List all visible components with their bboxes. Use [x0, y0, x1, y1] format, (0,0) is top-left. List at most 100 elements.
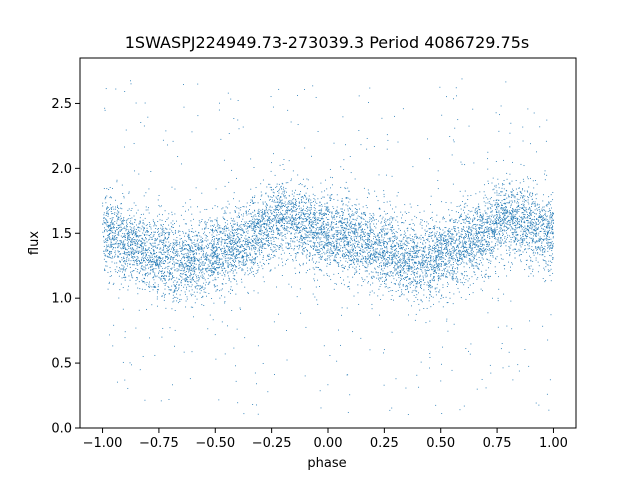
- data-point: [114, 250, 116, 252]
- data-point: [452, 264, 454, 266]
- data-point: [300, 223, 302, 225]
- data-point: [111, 238, 113, 240]
- data-point: [385, 273, 387, 275]
- data-point: [174, 213, 176, 215]
- data-point: [201, 262, 203, 264]
- data-point: [384, 281, 386, 282]
- data-point: [367, 259, 369, 260]
- data-point: [141, 241, 142, 243]
- data-point: [213, 266, 215, 268]
- data-point: [133, 143, 135, 145]
- data-point: [246, 246, 248, 248]
- data-point: [480, 227, 482, 229]
- data-point: [122, 246, 124, 248]
- data-point: [378, 241, 380, 243]
- data-point: [172, 244, 174, 246]
- data-point: [130, 237, 132, 239]
- data-point: [128, 237, 130, 239]
- data-point: [520, 192, 522, 194]
- data-point: [493, 215, 495, 217]
- data-point: [246, 255, 248, 257]
- data-point: [299, 212, 301, 214]
- data-point: [400, 294, 402, 296]
- data-point: [276, 219, 278, 221]
- data-point: [402, 108, 404, 110]
- data-point: [481, 276, 483, 278]
- data-point: [438, 259, 440, 261]
- data-point: [225, 261, 226, 263]
- data-point: [221, 238, 223, 240]
- data-point: [330, 253, 332, 254]
- data-point: [383, 222, 385, 223]
- data-point: [284, 206, 285, 207]
- data-point: [245, 211, 247, 213]
- data-point: [122, 287, 124, 289]
- data-point: [247, 274, 249, 276]
- data-point: [313, 242, 315, 244]
- data-point: [393, 244, 395, 246]
- data-point: [119, 231, 121, 232]
- data-point: [213, 240, 215, 242]
- data-point: [180, 262, 182, 263]
- data-point: [128, 285, 129, 287]
- data-point: [522, 237, 524, 239]
- data-point: [301, 230, 303, 232]
- data-point: [430, 218, 431, 219]
- data-point: [503, 202, 505, 204]
- data-point: [551, 247, 553, 248]
- data-point: [499, 242, 500, 244]
- data-point: [285, 182, 287, 184]
- data-point: [275, 208, 277, 210]
- data-point: [351, 254, 353, 256]
- data-point: [206, 256, 208, 258]
- data-point: [159, 261, 161, 263]
- data-point: [353, 231, 355, 233]
- data-point: [496, 192, 498, 194]
- data-point: [536, 227, 538, 229]
- data-point: [375, 243, 377, 245]
- data-point: [419, 281, 420, 283]
- data-point: [547, 241, 549, 243]
- data-point: [545, 234, 547, 235]
- data-point: [473, 243, 475, 245]
- data-point: [354, 252, 356, 254]
- data-point: [389, 409, 391, 411]
- data-point: [126, 219, 128, 221]
- data-point: [108, 237, 110, 239]
- data-point: [106, 207, 108, 209]
- data-point: [220, 244, 222, 246]
- data-point: [426, 274, 428, 276]
- data-point: [403, 278, 404, 279]
- data-point: [201, 274, 203, 276]
- data-point: [425, 259, 427, 261]
- data-point: [405, 240, 406, 242]
- data-point: [333, 227, 335, 229]
- data-point: [150, 228, 152, 230]
- data-point: [135, 244, 137, 246]
- data-point: [377, 257, 379, 259]
- data-point: [489, 364, 491, 366]
- data-point: [291, 215, 293, 217]
- data-point: [230, 246, 232, 248]
- data-point: [294, 219, 296, 221]
- data-point: [256, 218, 258, 220]
- data-point: [117, 255, 119, 257]
- data-point: [301, 212, 303, 214]
- data-point: [408, 250, 410, 252]
- data-point: [425, 239, 427, 240]
- data-point: [470, 194, 472, 196]
- data-point: [196, 277, 198, 279]
- data-point: [195, 268, 197, 270]
- data-point: [254, 248, 256, 250]
- data-point: [545, 226, 547, 228]
- data-point: [425, 242, 427, 244]
- data-point: [243, 244, 245, 246]
- data-point: [401, 278, 403, 280]
- data-point: [324, 244, 326, 246]
- data-point: [164, 227, 166, 229]
- data-point: [132, 242, 134, 244]
- data-point: [369, 229, 371, 231]
- data-point: [495, 221, 497, 223]
- data-point: [362, 263, 364, 265]
- data-point: [436, 263, 438, 265]
